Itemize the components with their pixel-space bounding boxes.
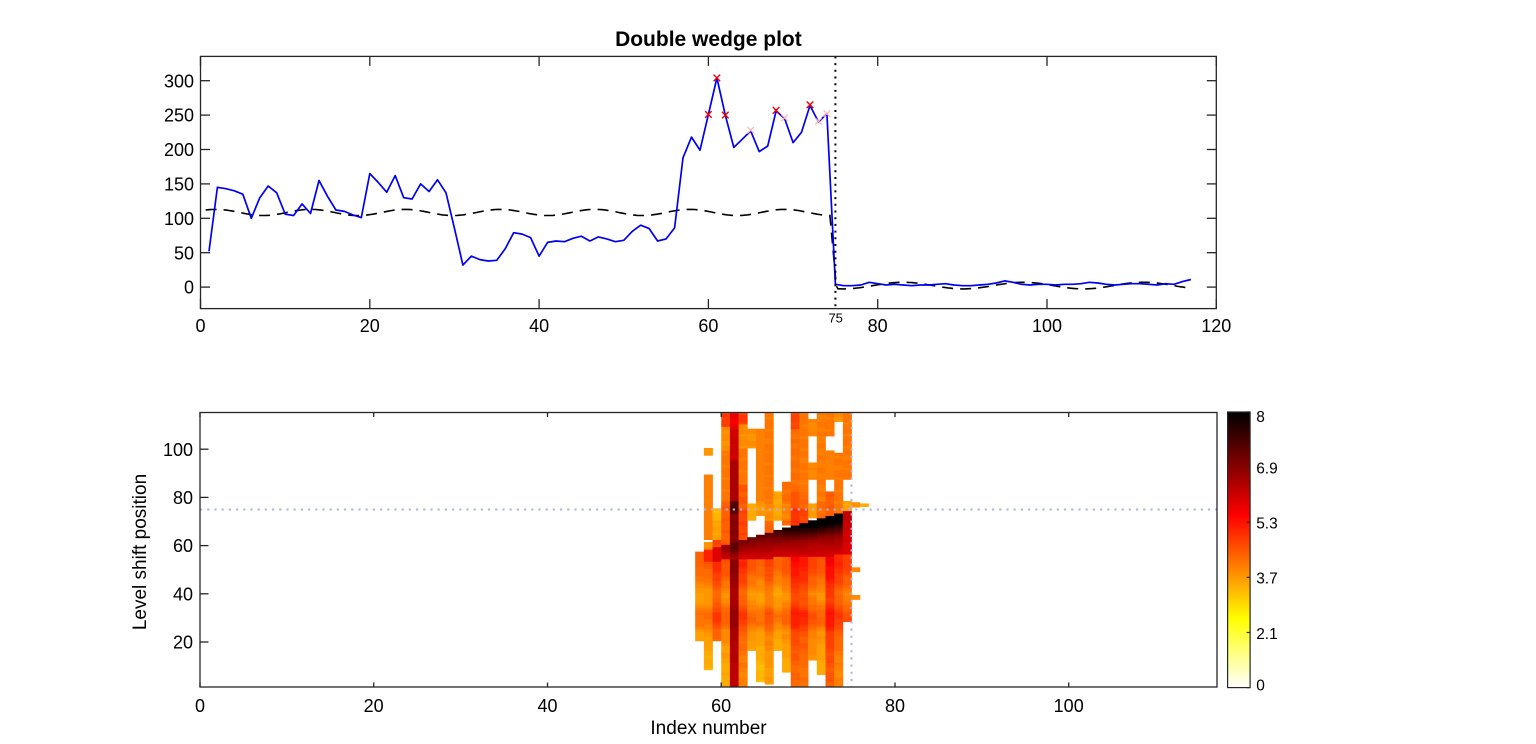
svg-text:60: 60 xyxy=(698,316,718,336)
svg-text:300: 300 xyxy=(164,71,194,91)
svg-text:100: 100 xyxy=(1032,316,1062,336)
svg-text:60: 60 xyxy=(711,696,731,716)
svg-text:120: 120 xyxy=(1201,316,1231,336)
svg-text:80: 80 xyxy=(885,696,905,716)
svg-text:2.1: 2.1 xyxy=(1256,626,1278,643)
svg-text:250: 250 xyxy=(164,106,194,126)
svg-text:8: 8 xyxy=(1256,409,1265,426)
svg-text:50: 50 xyxy=(174,243,194,263)
svg-text:20: 20 xyxy=(173,633,193,653)
svg-text:80: 80 xyxy=(868,316,888,336)
svg-text:200: 200 xyxy=(164,140,194,160)
svg-text:0: 0 xyxy=(195,316,205,336)
svg-text:0: 0 xyxy=(195,696,205,716)
svg-text:20: 20 xyxy=(360,316,380,336)
svg-text:100: 100 xyxy=(163,440,193,460)
svg-text:20: 20 xyxy=(364,696,384,716)
svg-text:100: 100 xyxy=(1054,696,1084,716)
svg-text:80: 80 xyxy=(173,488,193,508)
svg-text:5.3: 5.3 xyxy=(1256,516,1278,533)
svg-text:Double wedge plot: Double wedge plot xyxy=(615,28,802,51)
svg-text:0: 0 xyxy=(184,278,194,298)
svg-text:0: 0 xyxy=(1256,678,1265,695)
svg-text:60: 60 xyxy=(173,536,193,556)
svg-text:75: 75 xyxy=(828,311,842,326)
svg-text:40: 40 xyxy=(529,316,549,336)
svg-text:Level shift position: Level shift position xyxy=(130,474,151,630)
svg-text:40: 40 xyxy=(537,696,557,716)
svg-text:100: 100 xyxy=(164,209,194,229)
svg-text:150: 150 xyxy=(164,175,194,195)
svg-text:Index number: Index number xyxy=(650,718,767,739)
svg-text:40: 40 xyxy=(173,584,193,604)
svg-text:3.7: 3.7 xyxy=(1256,571,1278,588)
svg-text:6.9: 6.9 xyxy=(1256,460,1278,477)
